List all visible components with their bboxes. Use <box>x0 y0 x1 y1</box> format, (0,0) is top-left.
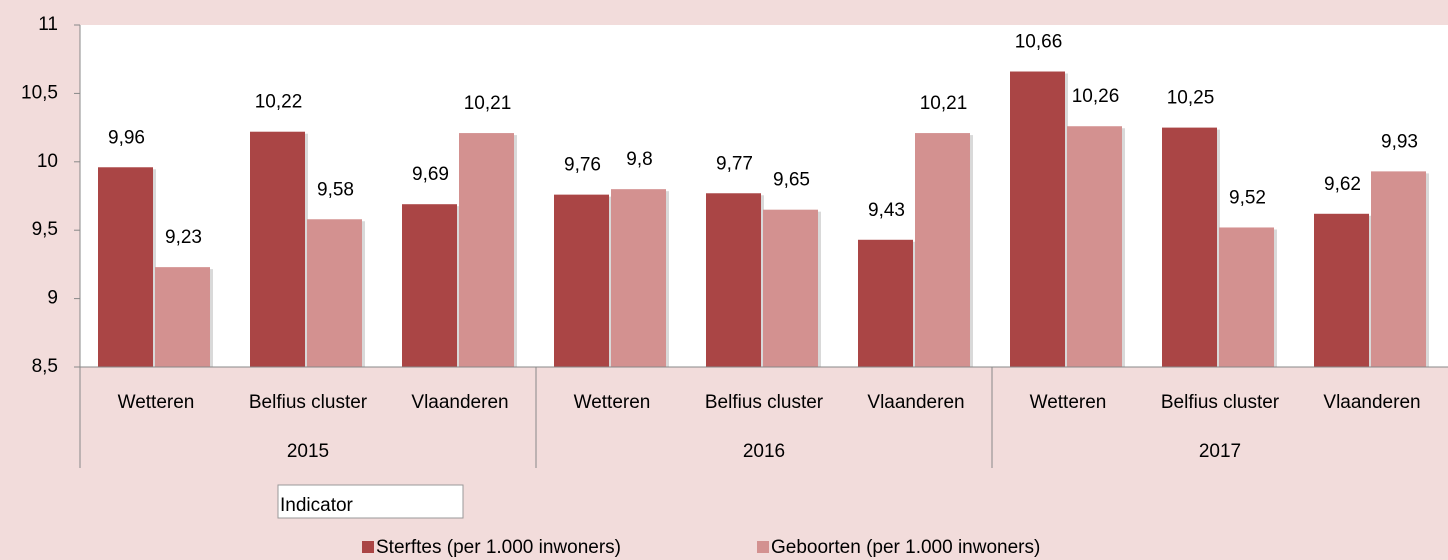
x-tick-label: Belfius cluster <box>249 392 368 413</box>
group-label: 2017 <box>1199 441 1241 462</box>
y-tick-label: 9,5 <box>32 219 58 240</box>
bar <box>1162 127 1217 367</box>
data-label: 9,8 <box>626 149 652 170</box>
legend-swatch <box>362 541 374 553</box>
bar <box>1314 213 1369 367</box>
bar <box>554 194 609 367</box>
data-label: 10,22 <box>255 92 303 113</box>
data-label: 9,52 <box>1229 187 1266 208</box>
group-label: 2015 <box>287 441 329 462</box>
group-label: 2016 <box>743 441 785 462</box>
bar <box>1067 126 1122 368</box>
bar <box>402 204 457 367</box>
data-label: 10,21 <box>920 93 968 114</box>
data-label: 9,62 <box>1324 174 1361 195</box>
x-tick-label: Belfius cluster <box>705 392 824 413</box>
bar <box>1371 171 1426 367</box>
x-tick-label: Wetteren <box>1030 392 1107 413</box>
data-label: 9,93 <box>1381 131 1418 152</box>
data-label: 10,26 <box>1072 86 1120 107</box>
legend-title-box <box>277 484 464 519</box>
x-tick-label: Vlaanderen <box>1323 392 1420 413</box>
x-tick-label: Vlaanderen <box>411 392 508 413</box>
x-tick-label: Wetteren <box>574 392 651 413</box>
data-label: 9,58 <box>317 179 354 200</box>
bar <box>763 209 818 367</box>
data-label: 10,66 <box>1015 32 1063 53</box>
bar <box>307 219 362 367</box>
bar <box>611 189 666 367</box>
bar <box>250 131 305 367</box>
y-tick-label: 9 <box>47 288 58 309</box>
data-label: 9,23 <box>165 227 202 248</box>
data-label: 9,96 <box>108 127 145 148</box>
data-label: 9,43 <box>868 200 905 221</box>
bar <box>1219 227 1274 367</box>
bar <box>706 193 761 367</box>
data-label: 10,25 <box>1167 88 1215 109</box>
bar <box>858 239 913 367</box>
data-label: 9,65 <box>773 170 810 191</box>
data-label: 10,21 <box>464 93 512 114</box>
y-tick-label: 11 <box>38 14 58 35</box>
legend-label: Geboorten (per 1.000 inwoners) <box>771 537 1040 558</box>
legend-label: Sterftes (per 1.000 inwoners) <box>376 537 621 558</box>
bar <box>98 167 153 367</box>
data-label: 9,77 <box>716 153 753 174</box>
y-tick-label: 8,5 <box>32 356 58 377</box>
bar <box>155 267 210 367</box>
y-tick-label: 10 <box>37 151 58 172</box>
y-tick-label: 10,5 <box>21 82 58 103</box>
x-tick-label: Belfius cluster <box>1161 392 1280 413</box>
bar <box>1010 71 1065 368</box>
legend-swatch <box>757 541 769 553</box>
legend: Indicator <box>277 484 464 519</box>
bar <box>459 133 514 367</box>
legend-title: Indicator <box>280 495 354 516</box>
data-label: 9,76 <box>564 155 601 176</box>
x-tick-label: Wetteren <box>118 392 195 413</box>
bar <box>915 133 970 367</box>
data-label: 9,69 <box>412 164 449 185</box>
x-tick-label: Vlaanderen <box>867 392 964 413</box>
